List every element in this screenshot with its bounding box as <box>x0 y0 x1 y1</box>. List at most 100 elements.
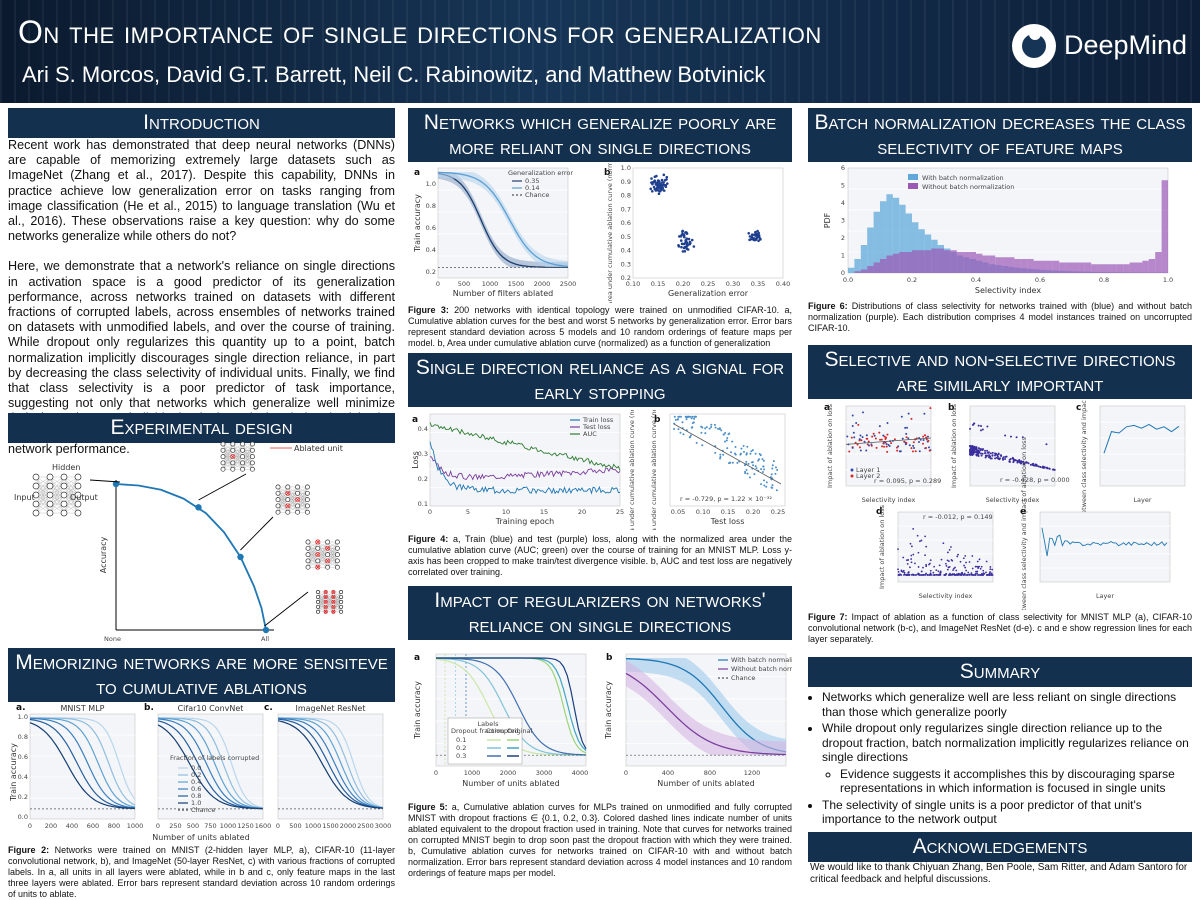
fig7-a-point <box>866 443 869 446</box>
fig6-bar-nobn <box>988 255 996 273</box>
fig7-a-point <box>900 415 903 418</box>
fig3-b-point <box>681 229 685 233</box>
network-node <box>334 552 340 558</box>
network-edge <box>307 541 318 555</box>
fig4-b-point <box>725 439 728 442</box>
fig4-b-point <box>754 465 757 468</box>
fig7-b-point <box>989 457 992 460</box>
network-node <box>295 484 301 490</box>
fig3-a-x-tick-label: 1500 <box>508 280 525 288</box>
fig7-b-point <box>1000 454 1003 457</box>
fig6-legend-swatch <box>908 183 918 189</box>
fig7-d-point <box>989 566 992 568</box>
fig4-a-x-tick-label: 25 <box>616 508 624 516</box>
experimental-design-figure: HiddenInputOutputAccuracyNoneAllNumber o… <box>8 442 395 642</box>
network-edge <box>297 486 308 500</box>
fig4-b-x-tick-label: 0.05 <box>671 508 685 516</box>
network-edge <box>277 486 288 500</box>
fig7-b-point <box>991 454 994 457</box>
fig5-a-legend-row: 0.1 <box>456 736 466 744</box>
fig3-b-point <box>656 189 660 192</box>
fig6-x-tick-label: 1.0 <box>1163 276 1173 284</box>
fig7-b-point <box>994 452 997 455</box>
fig2-y-tick-label: 0.0 <box>18 813 28 821</box>
fig6-bar-nobn <box>918 250 925 273</box>
fig4-panel-b-label: b <box>654 415 661 425</box>
fig6-y-label: PDF <box>823 212 832 228</box>
fig4-b-point <box>762 465 765 468</box>
fig2-c-x-tick-label: 2500 <box>357 822 374 830</box>
network-edge <box>327 548 338 568</box>
design-y-label: Accuracy <box>99 536 108 573</box>
fig3-a-curve <box>437 171 569 268</box>
figure-3-svg: a Generalization error0.350.14ChanceTrain… <box>413 163 790 303</box>
fig7-a-point <box>907 412 910 415</box>
fig7-a-point <box>919 438 922 441</box>
fig7-d-point <box>915 573 918 576</box>
fig7-a-point <box>861 411 864 414</box>
fig7-a-point <box>884 438 887 441</box>
fig4-b-point <box>720 429 723 432</box>
fig3-b-point <box>665 178 668 181</box>
fig7-a-point <box>927 446 930 449</box>
fig3-b-point <box>649 187 653 191</box>
network-node <box>275 503 281 509</box>
fig6-bar-nobn <box>1065 262 1072 273</box>
fig7-a-point <box>925 438 928 441</box>
network-edge <box>63 476 79 505</box>
fig7-a-point <box>865 434 868 437</box>
fig7-b-point <box>981 452 984 455</box>
fig3-b-y-tick-label: 0.3 <box>621 260 631 268</box>
fig4-b-point <box>763 484 766 487</box>
fig2-a-x-tick-label: 1000 <box>127 822 144 830</box>
fig7-b-point <box>1004 457 1007 460</box>
fig7-a-point <box>903 440 906 443</box>
fig2-c-curve <box>277 718 384 809</box>
fig7-b-point <box>1004 434 1007 437</box>
fig7-d-point <box>897 570 900 573</box>
fig4-b-point <box>752 464 755 467</box>
network-node <box>60 491 68 499</box>
fig7-d-point <box>910 545 913 548</box>
fig7-b-point <box>984 452 987 455</box>
fig3-b-point <box>657 192 661 196</box>
fig7-d-point <box>928 574 930 576</box>
fig4-b-point <box>689 415 692 418</box>
fig3-b-y-tick-label: 0.5 <box>621 233 631 241</box>
fig7-d-point <box>959 560 962 563</box>
fig7-b-plot-area <box>969 405 1056 487</box>
deepmind-logo-text: DeepMind <box>1064 30 1188 60</box>
fig2-x-label: Number of units ablated <box>152 833 249 842</box>
fig6-y-tick-label: 0 <box>841 269 845 277</box>
ablation-x-mark <box>331 590 336 594</box>
fig7-a-stat: r = 0.095, p = 0.289 <box>874 477 941 485</box>
fig5-b-legend-label: Without batch normalization <box>731 665 792 673</box>
fig7-d-point <box>978 558 981 561</box>
fig6-bar-nobn <box>854 271 861 273</box>
network-node <box>304 509 310 515</box>
network-node <box>275 497 281 503</box>
fig7-a-point <box>922 438 925 441</box>
network-edge <box>232 450 243 470</box>
fig7-e-y-label: Correlation between class selectivity an… <box>1020 437 1028 610</box>
fig3-b-point <box>682 246 686 250</box>
fig2-c-curve <box>277 717 384 809</box>
fig3-b-point <box>650 177 653 180</box>
fig2-b-plot-area <box>157 713 264 820</box>
fig7-d-point <box>976 565 978 568</box>
fig7-a-plot-area <box>845 405 932 487</box>
fig7-a-point <box>859 434 862 437</box>
fig7-e-x-label: Layer <box>1096 592 1114 600</box>
fig3-b-point <box>748 238 751 242</box>
ablation-x-mark <box>324 605 328 609</box>
fig4-b-point <box>726 447 729 450</box>
fig7-b-point <box>1012 461 1015 464</box>
network-edge <box>222 456 233 470</box>
fig7-panel-b-label: b <box>948 403 955 413</box>
network-node <box>315 545 321 551</box>
fig7-a-point <box>852 431 855 434</box>
summary-item-2: While dropout only regularizes single di… <box>822 721 1192 765</box>
fig4-a-y-tick-label: 0.4 <box>418 425 428 433</box>
ablation-x-mark <box>331 610 336 614</box>
